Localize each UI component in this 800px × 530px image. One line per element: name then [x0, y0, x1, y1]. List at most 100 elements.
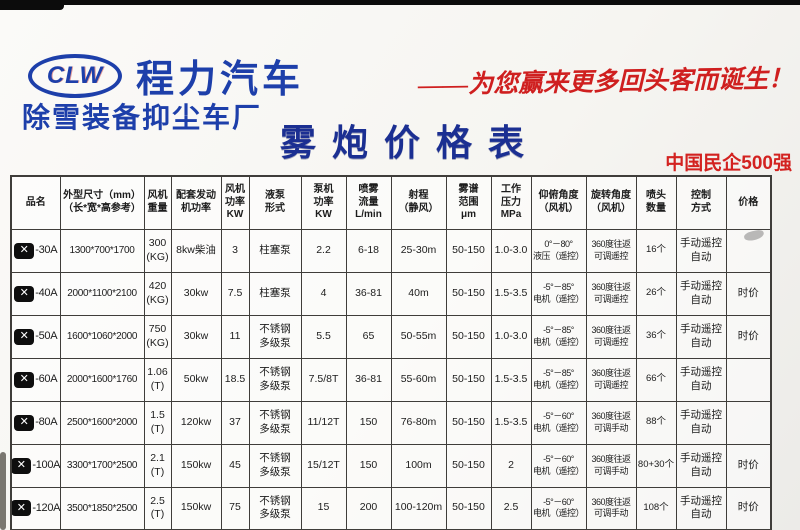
table-cell: 50-150	[445, 486, 492, 530]
table-cell: 时价	[725, 443, 772, 488]
column-header: 外型尺寸（mm） （长*宽*高参考）	[59, 175, 145, 230]
table-cell: 11/12T	[300, 400, 347, 445]
table-cell: 360度往返 可调遥控	[585, 271, 637, 316]
model-name: -80A	[35, 416, 58, 429]
brand-name: 程力汽车	[136, 59, 305, 101]
scan-left-smudge	[0, 452, 6, 530]
column-header: 仰俯角度 （风机）	[530, 175, 587, 230]
table-cell: 1.5 (T)	[143, 400, 172, 445]
column-header: 射程 （静风）	[390, 175, 447, 230]
table-cell: 16个	[635, 228, 677, 273]
column-header: 雾谱 范围 μm	[445, 175, 492, 230]
table-cell: 不锈钢 多级泵	[248, 443, 302, 488]
brand-mark-icon: ✕	[14, 414, 35, 431]
table-cell: 柱塞泵	[248, 228, 302, 273]
table-cell: 26个	[635, 271, 677, 316]
table-cell: 50-150	[445, 443, 492, 488]
column-header: 液泵 形式	[248, 175, 302, 230]
page-title: 雾炮价格表	[279, 122, 540, 163]
table-cell: 30kw	[170, 271, 222, 316]
table-cell: 1.0-3.0	[490, 228, 532, 273]
top500-badge: 中国民企500强	[665, 153, 792, 174]
table-cell: -5°－60° 电机（遥控）	[530, 400, 587, 445]
table-cell: 18.5	[220, 357, 250, 402]
table-cell: 66个	[635, 357, 677, 402]
product-name-cell: ✕ -40A	[10, 271, 61, 316]
table-cell: 手动遥控 自动	[675, 228, 727, 273]
table-cell: 100m	[390, 443, 447, 488]
table-cell: 36-81	[345, 357, 392, 402]
table-cell: 36-81	[345, 271, 392, 316]
column-header: 工作 压力 MPa	[490, 175, 532, 230]
table-cell: 150	[345, 400, 392, 445]
table-row: ✕ -30A 1300*700*1700 300 (KG) 8kw柴油 3 柱塞泵 2.2 6-…	[10, 228, 772, 273]
table-cell: 40m	[390, 271, 447, 316]
table-cell: 36个	[635, 314, 677, 359]
column-header: 喷雾 流量 L/min	[345, 175, 392, 230]
column-header: 泵机 功率 KW	[300, 175, 347, 230]
table-cell: 7.5	[220, 271, 250, 316]
scan-edge-blob	[0, 0, 64, 10]
brand-header: CLW 程力汽车	[28, 48, 304, 103]
slogan-text: ——为您赢来更多回头客而诞生！	[417, 65, 794, 100]
product-name-cell: ✕ -80A	[10, 400, 61, 445]
table-cell: 45	[220, 443, 250, 488]
model-name: -100A	[32, 459, 60, 472]
table-cell: 柱塞泵	[248, 271, 302, 316]
model-name: -30A	[35, 244, 58, 257]
table-cell: 1600*1060*2000	[59, 314, 145, 359]
table-cell	[725, 400, 772, 445]
table-cell: 15	[300, 486, 347, 530]
clw-logo-icon: CLW	[28, 53, 122, 98]
table-cell: 1.0-3.0	[490, 314, 532, 359]
table-cell: 0°－80° 液压（遥控）	[530, 228, 587, 273]
table-cell: 1.5-3.5	[490, 357, 532, 402]
column-header: 控制 方式	[675, 175, 727, 230]
table-cell: 300 (KG)	[143, 228, 172, 273]
table-cell: -5°－60° 电机（遥控）	[530, 486, 587, 530]
header-row: 品名 外型尺寸（mm） （长*宽*高参考） 风机 重量 配套发动 机功率 风机 功率 K…	[10, 175, 772, 230]
table-cell: 1.5-3.5	[490, 400, 532, 445]
product-name-cell: ✕ -120A	[10, 486, 61, 530]
column-header: 风机 功率 KW	[220, 175, 250, 230]
table-cell: 360度往返 可调遥控	[585, 357, 637, 402]
table-cell: 不锈钢 多级泵	[248, 357, 302, 402]
table-cell: -5°－60° 电机（遥控）	[530, 443, 587, 488]
table-cell: 手动遥控 自动	[675, 357, 727, 402]
product-name-cell: ✕ -50A	[10, 314, 61, 359]
table-cell: 1300*700*1700	[59, 228, 145, 273]
table-cell: 65	[345, 314, 392, 359]
table-cell: 50-150	[445, 228, 492, 273]
table-cell: 2	[490, 443, 532, 488]
table-cell: 55-60m	[390, 357, 447, 402]
product-name-cell: ✕ -100A	[10, 443, 61, 488]
brand-mark-icon: ✕	[14, 328, 35, 345]
table-cell: -5°－85° 电机（遥控）	[530, 357, 587, 402]
model-name: -40A	[35, 287, 58, 300]
table-cell: 1.5-3.5	[490, 271, 532, 316]
price-table: 品名 外型尺寸（mm） （长*宽*高参考） 风机 重量 配套发动 机功率 风机 功率 K…	[10, 175, 772, 530]
table-cell: 2.2	[300, 228, 347, 273]
table-cell: 50-150	[445, 357, 492, 402]
column-header: 价格	[725, 175, 772, 230]
table-cell: 360度往返 可调手动	[585, 400, 637, 445]
brand-mark-icon: ✕	[12, 500, 32, 517]
brand-mark-icon: ✕	[14, 285, 35, 302]
table-cell: 手动遥控 自动	[675, 271, 727, 316]
table-cell: 不锈钢 多级泵	[248, 486, 302, 530]
column-header: 旋转角度 （风机）	[585, 175, 637, 230]
clw-logo-text: CLW	[46, 61, 104, 89]
table-cell: 3300*1700*2500	[59, 443, 145, 488]
table-cell: 6-18	[345, 228, 392, 273]
table-cell: 手动遥控 自动	[675, 314, 727, 359]
brand-mark-icon: ✕	[14, 371, 35, 388]
table-cell: 不锈钢 多级泵	[248, 400, 302, 445]
table-cell: 420 (KG)	[143, 271, 172, 316]
table-row: ✕ -100A 3300*1700*2500 2.1 (T) 150kw 45 不锈钢 多级…	[10, 443, 772, 488]
table-cell: 50-150	[445, 314, 492, 359]
table-cell: 3500*1850*2500	[59, 486, 145, 530]
table-cell: 11	[220, 314, 250, 359]
table-cell: 360度往返 可调遥控	[585, 314, 637, 359]
table-cell: 2.5	[490, 486, 532, 530]
table-cell: 2000*1600*1760	[59, 357, 145, 402]
